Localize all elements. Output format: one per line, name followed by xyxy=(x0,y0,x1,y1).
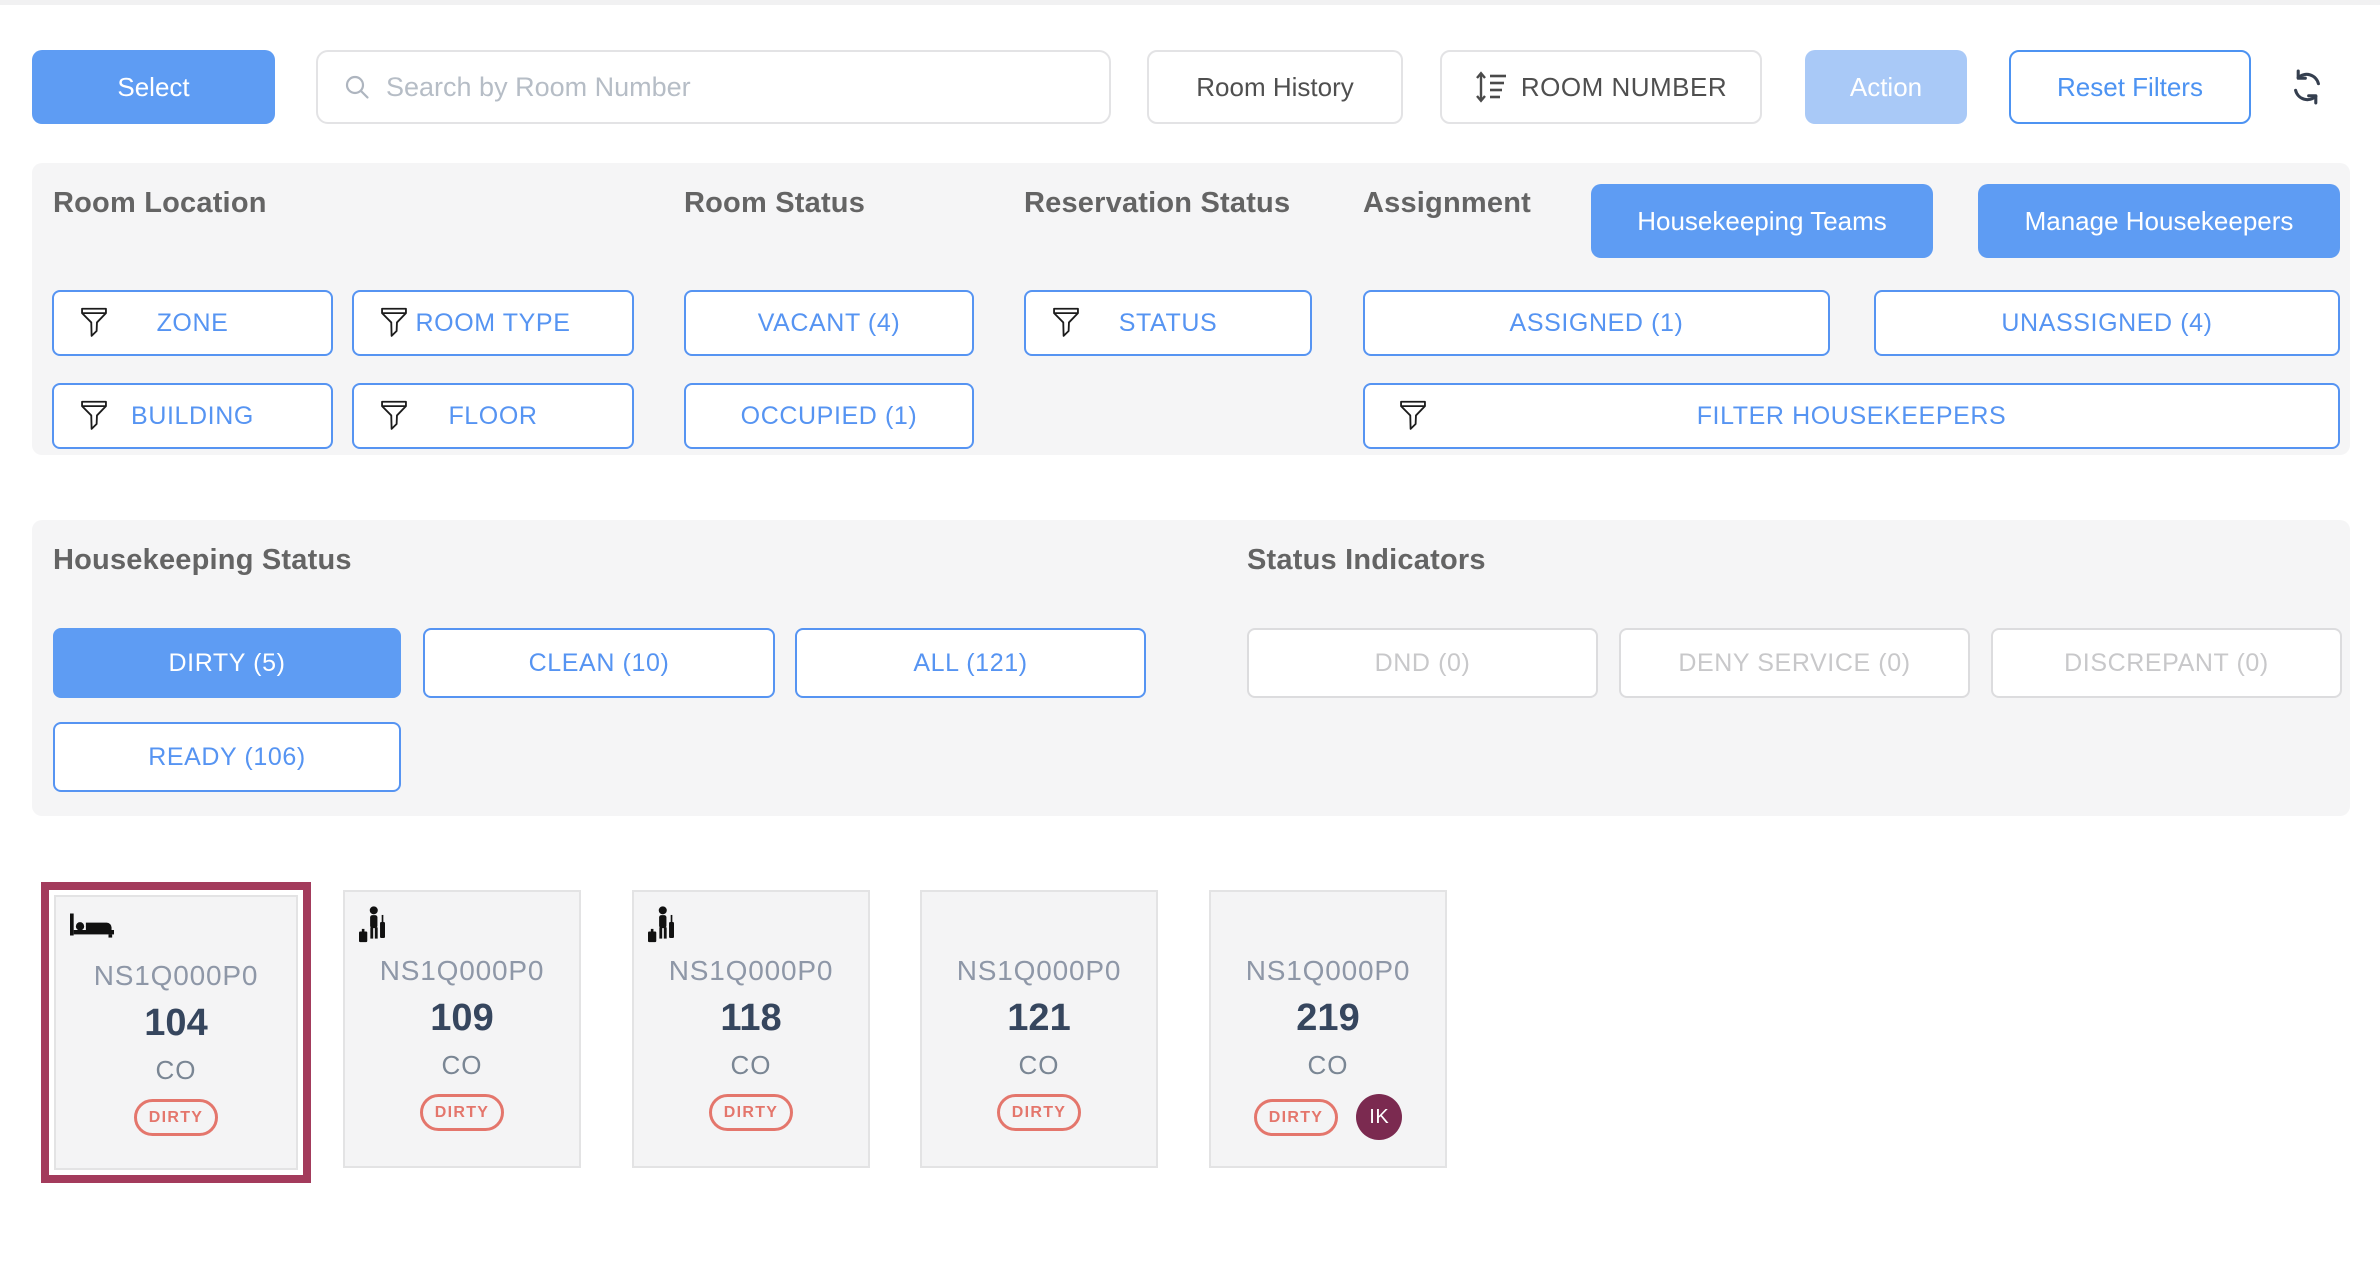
bed-occupied-icon xyxy=(70,913,114,938)
action-button[interactable]: Action xyxy=(1805,50,1967,124)
sort-label: ROOM NUMBER xyxy=(1520,71,1728,102)
status-indicators-title: Status Indicators xyxy=(1247,544,1486,576)
room-type-filter-button[interactable]: ROOM TYPE xyxy=(352,290,634,356)
manage-housekeepers-button[interactable]: Manage Housekeepers xyxy=(1978,184,2340,258)
floor-filter-label: FLOOR xyxy=(448,401,538,430)
room-card-118[interactable]: NS1Q000P0 118 CO DIRTY xyxy=(632,890,870,1168)
reservation-status-label: CO xyxy=(155,1055,197,1085)
dirty-filter-button[interactable]: DIRTY (5) xyxy=(53,628,401,698)
search-input-wrapper[interactable] xyxy=(316,50,1111,124)
room-number: 121 xyxy=(1007,997,1071,1039)
room-card-109[interactable]: NS1Q000P0 109 CO DIRTY xyxy=(343,890,581,1168)
reservation-status-label: CO xyxy=(441,1050,483,1080)
funnel-icon xyxy=(1400,400,1426,430)
building-filter-button[interactable]: BUILDING xyxy=(52,383,333,449)
discrepant-indicator-button[interactable]: DISCREPANT (0) xyxy=(1991,628,2342,698)
room-number: 118 xyxy=(720,997,782,1039)
dirty-status-badge: DIRTY xyxy=(419,1094,505,1131)
person-luggage-icon xyxy=(359,906,385,943)
top-divider xyxy=(0,0,2380,5)
room-card-121[interactable]: NS1Q000P0 121 CO DIRTY xyxy=(920,890,1158,1168)
room-location-title: Room Location xyxy=(53,187,267,219)
housekeeper-initials-badge: IK xyxy=(1356,1094,1403,1140)
person-luggage-icon xyxy=(648,906,674,943)
housekeeping-status-title: Housekeeping Status xyxy=(53,544,352,576)
zone-filter-button[interactable]: ZONE xyxy=(52,290,333,356)
clean-filter-button[interactable]: CLEAN (10) xyxy=(423,628,775,698)
sort-icon xyxy=(1475,71,1506,103)
room-card-104[interactable]: NS1Q000P0 104 CO DIRTY xyxy=(54,895,298,1170)
floor-filter-button[interactable]: FLOOR xyxy=(352,383,634,449)
funnel-icon xyxy=(381,307,407,337)
assigned-filter-label: ASSIGNED (1) xyxy=(1509,308,1684,337)
funnel-icon xyxy=(1053,307,1079,337)
assignment-title: Assignment xyxy=(1363,187,1531,219)
select-button[interactable]: Select xyxy=(32,50,275,124)
filter-housekeepers-label: FILTER HOUSEKEEPERS xyxy=(1696,401,2007,430)
funnel-icon xyxy=(381,400,407,430)
room-type-filter-label: ROOM TYPE xyxy=(415,308,571,337)
reservation-status-label: CO xyxy=(1018,1050,1060,1080)
vacant-filter-label: VACANT (4) xyxy=(757,308,901,337)
room-type-label: NS1Q000P0 xyxy=(956,955,1122,986)
unassigned-filter-label: UNASSIGNED (4) xyxy=(2001,308,2213,337)
room-type-label: NS1Q000P0 xyxy=(379,955,545,986)
status-filter-button[interactable]: STATUS xyxy=(1024,290,1312,356)
housekeeping-status-panel: Housekeeping Status Status Indicators DI… xyxy=(32,520,2350,816)
room-type-label: NS1Q000P0 xyxy=(93,960,259,991)
room-type-label: NS1Q000P0 xyxy=(1245,955,1411,986)
ready-filter-button[interactable]: READY (106) xyxy=(53,722,401,792)
dirty-status-badge: DIRTY xyxy=(708,1094,794,1131)
unassigned-filter-button[interactable]: UNASSIGNED (4) xyxy=(1874,290,2340,356)
funnel-icon xyxy=(81,400,107,430)
occupied-filter-label: OCCUPIED (1) xyxy=(740,401,918,430)
room-number: 109 xyxy=(430,997,494,1039)
room-history-button[interactable]: Room History xyxy=(1147,50,1403,124)
dnd-indicator-button[interactable]: DND (0) xyxy=(1247,628,1598,698)
search-icon xyxy=(345,75,369,99)
room-number: 219 xyxy=(1296,997,1360,1039)
assigned-filter-button[interactable]: ASSIGNED (1) xyxy=(1363,290,1830,356)
room-status-title: Room Status xyxy=(684,187,866,219)
reset-filters-button[interactable]: Reset Filters xyxy=(2009,50,2251,124)
filters-panel: Room Location Room Status Reservation St… xyxy=(32,163,2350,455)
dirty-status-badge: DIRTY xyxy=(1253,1098,1339,1136)
deny-service-indicator-button[interactable]: DENY SERVICE (0) xyxy=(1619,628,1970,698)
building-filter-label: BUILDING xyxy=(131,401,254,430)
funnel-icon xyxy=(81,307,107,337)
occupied-filter-button[interactable]: OCCUPIED (1) xyxy=(684,383,974,449)
all-filter-button[interactable]: ALL (121) xyxy=(795,628,1146,698)
search-input[interactable] xyxy=(384,56,1093,118)
dirty-status-badge: DIRTY xyxy=(133,1099,219,1136)
room-card-219[interactable]: NS1Q000P0 219 CO DIRTY IK xyxy=(1209,890,1447,1168)
room-type-label: NS1Q000P0 xyxy=(668,955,834,986)
room-number: 104 xyxy=(144,1002,208,1044)
selected-room-card-frame: NS1Q000P0 104 CO DIRTY xyxy=(41,882,311,1183)
zone-filter-label: ZONE xyxy=(156,308,229,337)
filter-housekeepers-button[interactable]: FILTER HOUSEKEEPERS xyxy=(1363,383,2340,449)
reservation-status-label: CO xyxy=(730,1050,772,1080)
reservation-status-label: CO xyxy=(1307,1050,1349,1080)
sort-dropdown[interactable]: ROOM NUMBER xyxy=(1440,50,1762,124)
status-filter-label: STATUS xyxy=(1118,308,1218,337)
refresh-icon[interactable] xyxy=(2288,68,2326,106)
housekeeping-teams-button[interactable]: Housekeeping Teams xyxy=(1591,184,1933,258)
dirty-status-badge: DIRTY xyxy=(996,1094,1082,1131)
vacant-filter-button[interactable]: VACANT (4) xyxy=(684,290,974,356)
reservation-status-title: Reservation Status xyxy=(1024,187,1291,219)
